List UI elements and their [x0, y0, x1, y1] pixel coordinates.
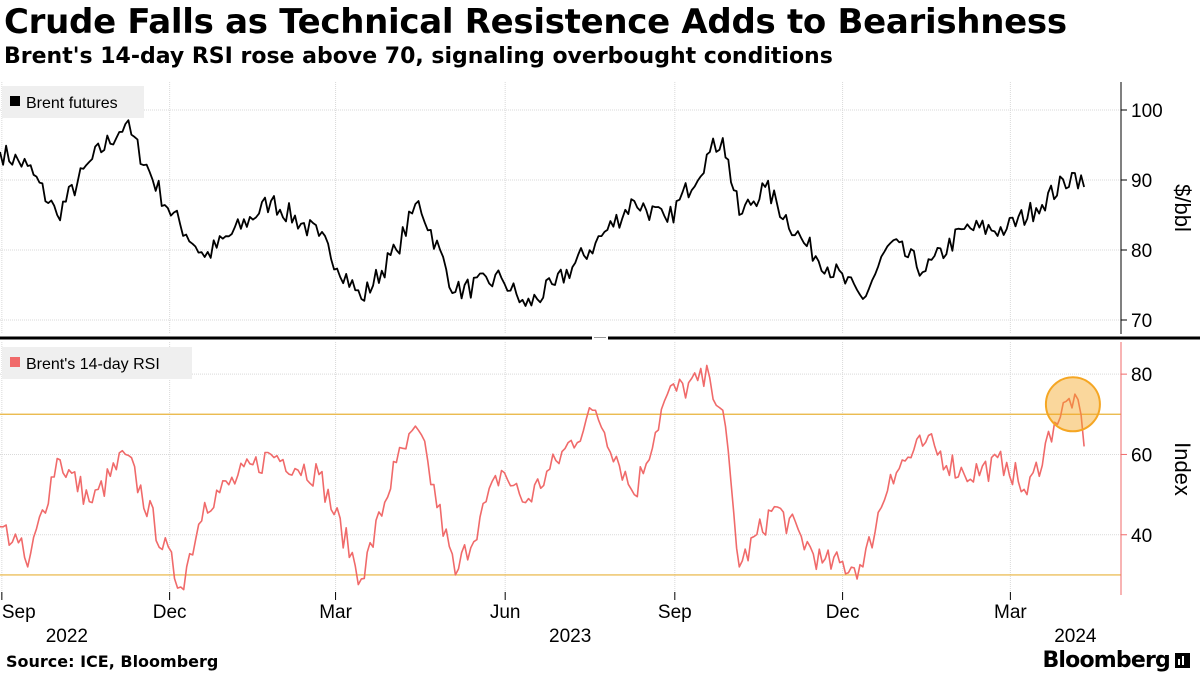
x-tick-label: Sep	[658, 602, 692, 623]
x-tick-label: Dec	[153, 602, 187, 623]
price-axis-label: $/bbl	[1170, 184, 1195, 232]
x-year-label: 2022	[46, 626, 88, 647]
legend-background	[2, 86, 144, 118]
price-gridlines	[0, 82, 1121, 334]
price-tick-label: 70	[1131, 311, 1152, 332]
x-year-label: 2023	[549, 626, 591, 647]
price-tick-label: 80	[1131, 241, 1152, 262]
bloomberg-terminal-icon	[1175, 653, 1190, 668]
price-axis: 70 80 90 100	[1120, 82, 1163, 334]
x-year-label: 2024	[1054, 626, 1097, 647]
x-tick-label: Sep	[2, 602, 36, 623]
price-tick-label: 90	[1131, 171, 1152, 192]
x-axis: Sep Dec Mar Jun Sep Dec Mar 2022 2023 2024	[1, 592, 1097, 647]
legend-label: Brent futures	[26, 95, 118, 112]
price-tick-label: 100	[1131, 101, 1163, 122]
rsi-threshold-lines	[0, 413, 1121, 576]
rsi-tick-label: 40	[1131, 526, 1152, 547]
x-tick-label: Mar	[319, 602, 352, 623]
overbought-highlight-circle	[1044, 376, 1101, 433]
chart-title: Crude Falls as Technical Resistence Adds…	[4, 2, 1067, 42]
logo-text: Bloomberg	[1042, 648, 1170, 673]
x-tick-label: Dec	[826, 602, 860, 623]
legend-rsi: Brent's 14-day RSI	[2, 347, 192, 379]
legend-background	[2, 347, 192, 379]
chart-subtitle: Brent's 14-day RSI rose above 70, signal…	[4, 44, 833, 69]
legend-brent-futures: Brent futures	[2, 86, 144, 118]
rsi-axis-label: Index	[1170, 442, 1195, 496]
rsi-tick-label: 60	[1131, 445, 1152, 466]
rsi-line	[0, 364, 1085, 591]
bloomberg-logo: Bloomberg	[1042, 648, 1190, 673]
legend-label: Brent's 14-day RSI	[26, 356, 160, 373]
x-tick-label: Mar	[994, 602, 1027, 623]
legend-swatch	[10, 357, 20, 367]
panel-divider[interactable]	[0, 336, 1200, 340]
rsi-tick-label: 80	[1131, 365, 1152, 386]
rsi-axis: 40 60 80	[1120, 342, 1152, 595]
source-note: Source: ICE, Bloomberg	[6, 652, 219, 671]
brent-futures-line	[0, 119, 1085, 307]
legend-swatch	[10, 96, 20, 106]
rsi-gridlines	[0, 342, 1121, 595]
x-tick-label: Jun	[490, 602, 521, 623]
